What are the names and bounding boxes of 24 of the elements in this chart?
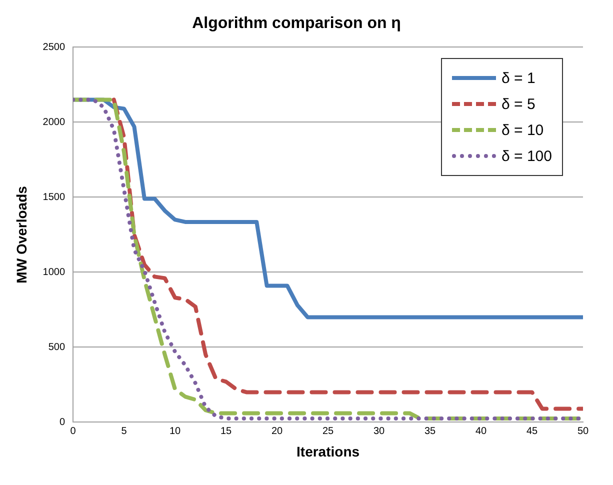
- x-tick-label: 45: [526, 426, 538, 437]
- y-axis-title: MW Overloads: [13, 186, 30, 284]
- x-tick-label: 30: [373, 426, 386, 437]
- x-tick-label: 10: [169, 426, 182, 437]
- legend-label: δ = 1: [502, 70, 536, 86]
- y-tick-label: 2500: [42, 42, 66, 53]
- x-tick-label: 15: [220, 426, 232, 437]
- x-tick-label: 35: [424, 426, 436, 437]
- x-tick-label: 5: [121, 426, 128, 437]
- chart-title: Algorithm comparison on η: [192, 15, 401, 32]
- legend-label: δ = 5: [502, 96, 536, 112]
- y-tick-label: 500: [48, 342, 66, 353]
- legend-label: δ = 100: [502, 148, 552, 164]
- x-axis-title: Iterations: [296, 443, 360, 460]
- y-tick-label: 1000: [42, 266, 66, 278]
- x-tick-label: 50: [577, 426, 589, 437]
- y-tick-label: 0: [59, 416, 66, 428]
- legend-label: δ = 10: [502, 122, 544, 138]
- y-tick-label: 2000: [42, 116, 66, 128]
- x-tick-label: 20: [271, 426, 284, 437]
- x-tick-label: 25: [322, 426, 334, 437]
- x-tick-label: 40: [475, 426, 488, 437]
- y-tick-label: 1500: [42, 192, 66, 203]
- x-tick-label: 0: [70, 426, 76, 437]
